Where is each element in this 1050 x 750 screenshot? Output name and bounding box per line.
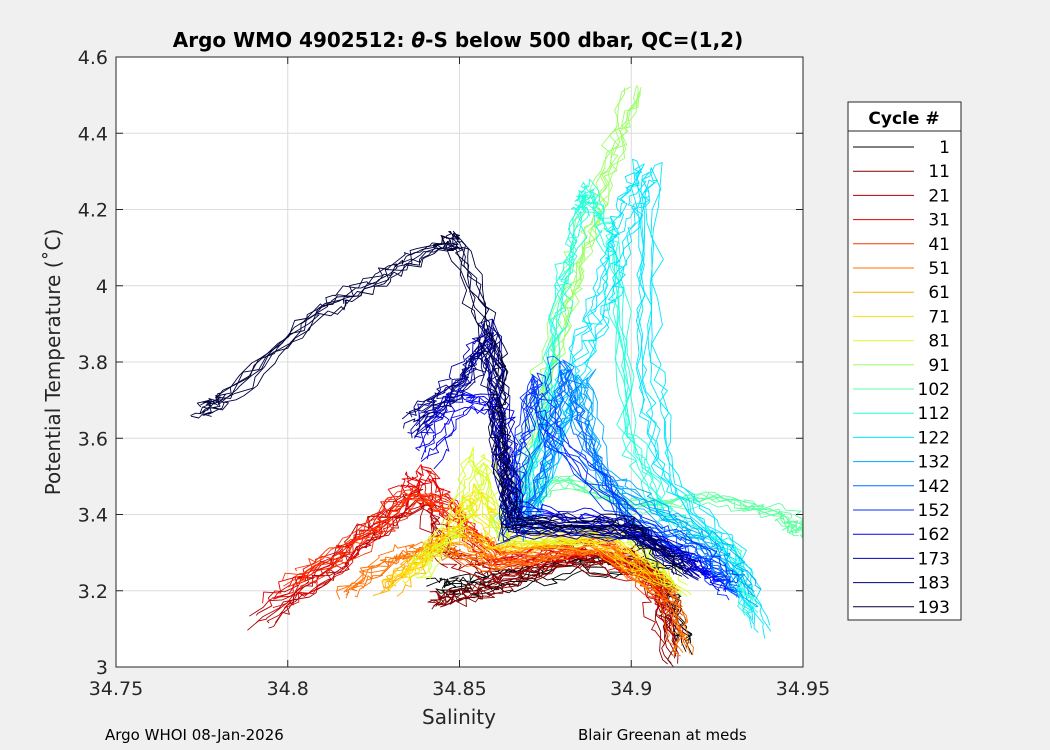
legend-label-cycle-1: 1 — [939, 138, 950, 158]
legend-label-cycle-142: 142 — [918, 477, 950, 497]
x-axis-label: Salinity — [422, 705, 496, 729]
series-line-cycle-31 — [283, 478, 676, 609]
series-line-cycle-142 — [515, 361, 733, 587]
x-tick-label: 34.75 — [89, 678, 143, 700]
y-tick-label: 4.4 — [78, 123, 108, 145]
series-line-cycle-71 — [389, 497, 662, 589]
legend-label-cycle-193: 193 — [918, 598, 950, 618]
legend-label-cycle-152: 152 — [918, 501, 950, 521]
series-layer — [190, 85, 804, 668]
series-line-cycle-122 — [515, 158, 754, 621]
legend-label-cycle-31: 31 — [928, 211, 950, 231]
series-line-cycle-11 — [435, 553, 679, 664]
chart-title: Argo WMO 4902512: θ-S below 500 dbar, QC… — [173, 28, 743, 52]
legend-label-cycle-162: 162 — [918, 525, 950, 545]
legend-label-cycle-183: 183 — [918, 574, 950, 594]
series-line-cycle-193 — [200, 230, 683, 564]
series-line-cycle-132 — [529, 375, 755, 597]
series-line-cycle-132 — [527, 374, 755, 593]
series-line-cycle-162 — [420, 389, 712, 576]
series-line-cycle-112 — [522, 178, 754, 602]
legend-label-cycle-61: 61 — [928, 283, 950, 303]
legend-label-cycle-112: 112 — [918, 404, 950, 424]
y-tick-label: 3.4 — [78, 505, 108, 527]
series-line-cycle-122 — [535, 179, 766, 639]
series-line-cycle-193 — [202, 244, 683, 577]
legend-label-cycle-51: 51 — [928, 259, 950, 279]
y-tick-label: 3.2 — [78, 581, 108, 603]
series-line-cycle-152 — [505, 375, 731, 591]
series-line-cycle-51 — [336, 547, 677, 657]
y-tick-label: 3.6 — [78, 428, 108, 450]
legend-label-cycle-132: 132 — [918, 453, 950, 473]
series-line-cycle-122 — [529, 162, 771, 626]
series-line-cycle-162 — [420, 406, 721, 592]
y-tick-label: 3.8 — [78, 352, 108, 374]
series-line-cycle-71 — [393, 483, 668, 577]
series-line-cycle-142 — [520, 369, 738, 598]
series-line-cycle-91 — [509, 85, 638, 526]
series-line-cycle-102 — [504, 475, 803, 534]
series-line-cycle-193 — [190, 243, 675, 575]
legend-label-cycle-91: 91 — [928, 356, 950, 376]
legend: Cycle # 11121314151617181911021121221321… — [847, 101, 962, 621]
y-tick-label: 3 — [96, 657, 108, 679]
series-line-cycle-51 — [343, 543, 687, 654]
x-tick-label: 34.95 — [776, 678, 830, 700]
y-axis-label: Potential Temperature (˚C) — [41, 229, 65, 496]
legend-label-cycle-122: 122 — [918, 428, 950, 448]
series-line-cycle-142 — [511, 355, 727, 583]
legend-label-cycle-71: 71 — [928, 307, 950, 327]
series-line-cycle-112 — [513, 194, 746, 616]
y-tick-label: 4.2 — [78, 200, 108, 222]
series-line-cycle-112 — [521, 189, 758, 613]
series-line-cycle-162 — [420, 395, 717, 582]
series-line-cycle-61 — [396, 532, 675, 597]
y-tick-label: 4.6 — [78, 47, 108, 69]
legend-box — [847, 101, 962, 621]
footer-source: Argo WHOI 08-Jan-2026 — [105, 726, 284, 744]
footer-credit: Blair Greenan at meds — [578, 726, 747, 744]
series-line-cycle-132 — [539, 368, 762, 591]
series-line-cycle-71 — [401, 492, 672, 580]
legend-title: Cycle # — [868, 109, 939, 129]
x-tick-label: 34.9 — [610, 678, 652, 700]
legend-entries: 1112131415161718191102112122132142152162… — [853, 138, 950, 618]
series-line-cycle-51 — [336, 538, 685, 646]
legend-label-cycle-81: 81 — [928, 332, 950, 352]
x-tick-label: 34.8 — [267, 678, 309, 700]
series-line-cycle-41 — [283, 494, 676, 614]
series-line-cycle-71 — [402, 491, 675, 585]
series-line-cycle-91 — [503, 86, 642, 526]
series-line-cycle-132 — [532, 377, 756, 597]
legend-label-cycle-21: 21 — [928, 186, 950, 206]
legend-label-cycle-11: 11 — [928, 162, 950, 182]
series-line-cycle-193 — [203, 240, 687, 574]
y-tick-label: 4 — [96, 276, 108, 298]
legend-label-cycle-102: 102 — [918, 380, 950, 400]
axes-ticks: 34.75 34.8 34.85 34.9 34.95 3 3.2 3.4 3.6 3.8 4 4.2… — [78, 47, 830, 700]
series-line-cycle-152 — [501, 375, 731, 587]
legend-label-cycle-41: 41 — [928, 235, 950, 255]
x-tick-label: 34.85 — [432, 678, 486, 700]
legend-label-cycle-173: 173 — [918, 549, 950, 569]
